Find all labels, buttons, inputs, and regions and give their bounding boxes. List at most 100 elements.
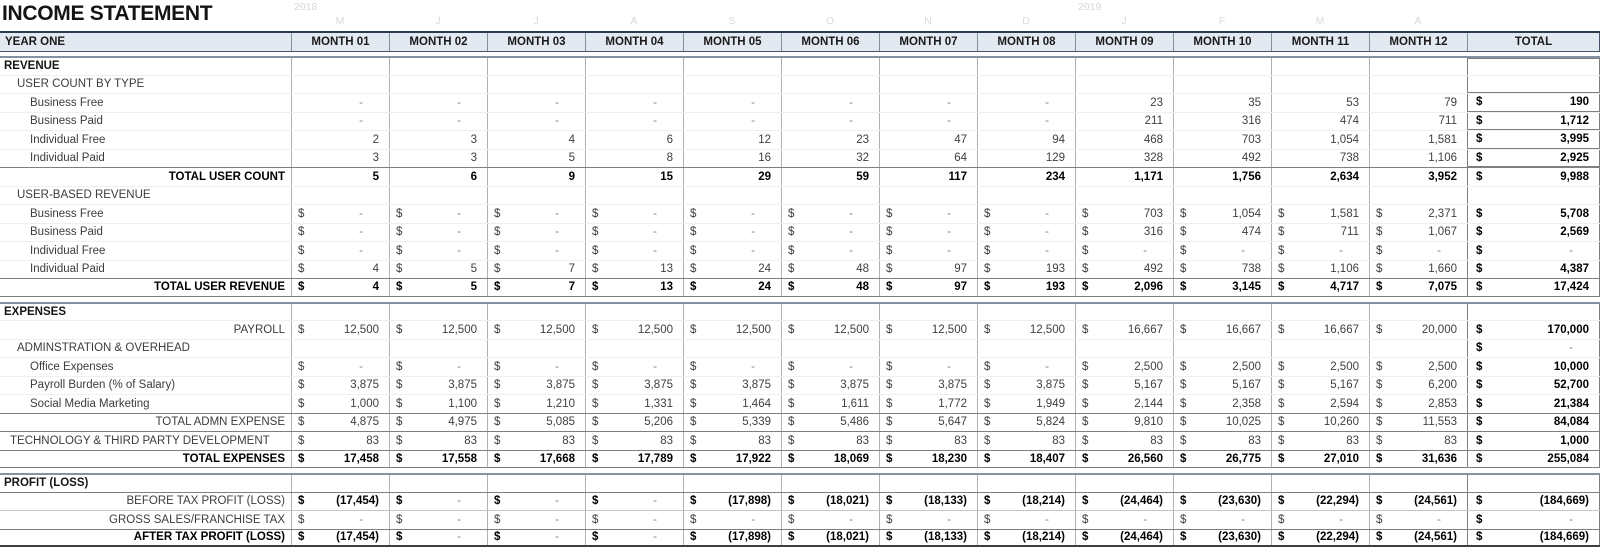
cell-month-6[interactable] <box>781 303 879 320</box>
cell-month-11[interactable] <box>1271 186 1369 204</box>
cell-month-11[interactable] <box>1271 303 1369 320</box>
cell-month-9[interactable] <box>1075 339 1173 357</box>
cell-month-5[interactable]: $24 <box>683 279 781 296</box>
cell-month-11[interactable]: $ (22,294) <box>1271 492 1369 510</box>
cell-month-4[interactable]: 6 <box>585 131 683 149</box>
row-label[interactable]: TOTAL ADMN EXPENSE <box>155 416 285 429</box>
cell-month-11[interactable]: $ - <box>1271 511 1369 529</box>
cell-month-6[interactable]: $83 <box>781 432 879 450</box>
cell-month-4[interactable]: $13 <box>585 279 683 296</box>
row-label[interactable]: PAYROLL <box>233 323 285 336</box>
row-label[interactable]: Individual Paid <box>30 152 105 165</box>
cell-month-8[interactable]: $5,824 <box>977 413 1075 431</box>
cell-month-8[interactable]: $ (18,214) <box>977 492 1075 510</box>
cell-month-12[interactable]: $ (24,561) <box>1369 492 1467 510</box>
cell-month-3[interactable]: 4 <box>487 131 585 149</box>
cell-month-11[interactable] <box>1271 75 1369 93</box>
row-label[interactable]: Payroll Burden (% of Salary) <box>30 379 176 392</box>
cell-month-12[interactable]: 3,952 <box>1369 168 1467 186</box>
cell-month-12[interactable] <box>1369 58 1467 75</box>
cell-month-11[interactable]: $2,594 <box>1271 395 1369 413</box>
cell-total[interactable]: $170,000 <box>1467 321 1600 339</box>
cell-month-9[interactable]: $ - <box>1075 511 1173 529</box>
cell-month-5[interactable]: $ - <box>683 358 781 376</box>
cell-month-2[interactable]: - <box>389 94 487 112</box>
column-header-month-6[interactable]: MONTH 06 <box>781 33 879 51</box>
cell-month-3[interactable]: $ - <box>487 242 585 260</box>
row-label[interactable]: USER-BASED REVENUE <box>17 189 151 202</box>
cell-month-1[interactable]: $ - <box>291 223 389 241</box>
column-header-total[interactable]: TOTAL <box>1467 33 1600 51</box>
cell-total[interactable] <box>1467 58 1600 75</box>
cell-month-7[interactable]: $5,647 <box>879 413 977 431</box>
cell-month-8[interactable]: $12,500 <box>977 321 1075 339</box>
cell-month-3[interactable]: $3,875 <box>487 376 585 394</box>
cell-month-7[interactable]: - <box>879 112 977 130</box>
cell-month-9[interactable]: $2,144 <box>1075 395 1173 413</box>
column-header-month-1[interactable]: MONTH 01 <box>291 33 389 51</box>
cell-month-9[interactable]: $703 <box>1075 205 1173 223</box>
cell-month-12[interactable]: $1,660 <box>1369 260 1467 278</box>
cell-month-11[interactable]: $5,167 <box>1271 376 1369 394</box>
cell-month-4[interactable]: $ - <box>585 205 683 223</box>
cell-month-11[interactable]: $1,581 <box>1271 205 1369 223</box>
cell-month-1[interactable] <box>291 303 389 320</box>
cell-month-8[interactable]: $ - <box>977 223 1075 241</box>
cell-month-1[interactable] <box>291 339 389 357</box>
cell-month-5[interactable] <box>683 75 781 93</box>
year-one-header[interactable]: YEAR ONE <box>0 33 291 51</box>
cell-total[interactable] <box>1467 303 1600 320</box>
cell-total[interactable]: $52,700 <box>1467 376 1600 394</box>
cell-month-7[interactable] <box>879 186 977 204</box>
cell-month-9[interactable]: $2,096 <box>1075 279 1173 296</box>
cell-month-2[interactable] <box>389 339 487 357</box>
row-label[interactable]: TOTAL USER COUNT <box>168 170 285 183</box>
cell-total[interactable]: $190 <box>1467 94 1600 112</box>
cell-month-6[interactable]: 23 <box>781 131 879 149</box>
cell-month-1[interactable]: $4 <box>291 260 389 278</box>
cell-total[interactable]: $ (184,669) <box>1467 492 1600 510</box>
cell-total[interactable]: $1,000 <box>1467 432 1600 450</box>
cell-month-6[interactable]: $18,069 <box>781 450 879 467</box>
cell-month-5[interactable]: 16 <box>683 149 781 167</box>
row-label[interactable]: ADMINSTRATION & OVERHEAD <box>17 342 190 355</box>
cell-month-6[interactable]: - <box>781 94 879 112</box>
cell-month-8[interactable]: $83 <box>977 432 1075 450</box>
cell-month-6[interactable]: $ - <box>781 205 879 223</box>
cell-month-12[interactable] <box>1369 339 1467 357</box>
cell-month-8[interactable]: 234 <box>977 168 1075 186</box>
cell-month-10[interactable] <box>1173 58 1271 75</box>
cell-month-11[interactable]: $27,010 <box>1271 450 1369 467</box>
cell-month-4[interactable]: $ - <box>585 242 683 260</box>
row-label[interactable]: GROSS SALES/FRANCHISE TAX <box>109 513 285 526</box>
cell-month-4[interactable]: $1,331 <box>585 395 683 413</box>
cell-month-11[interactable]: 1,054 <box>1271 131 1369 149</box>
cell-month-2[interactable] <box>389 475 487 492</box>
cell-month-11[interactable]: 2,634 <box>1271 168 1369 186</box>
cell-month-4[interactable]: $ - <box>585 223 683 241</box>
cell-month-7[interactable]: 47 <box>879 131 977 149</box>
cell-month-10[interactable]: $5,167 <box>1173 376 1271 394</box>
cell-month-5[interactable]: $ - <box>683 205 781 223</box>
cell-month-4[interactable]: $12,500 <box>585 321 683 339</box>
cell-month-10[interactable]: $ - <box>1173 511 1271 529</box>
cell-month-4[interactable]: $13 <box>585 260 683 278</box>
cell-month-10[interactable]: $83 <box>1173 432 1271 450</box>
cell-month-7[interactable] <box>879 339 977 357</box>
row-label[interactable]: TOTAL EXPENSES <box>182 452 285 465</box>
cell-month-12[interactable]: $1,067 <box>1369 223 1467 241</box>
cell-month-10[interactable]: 1,756 <box>1173 168 1271 186</box>
cell-month-11[interactable]: 738 <box>1271 149 1369 167</box>
cell-month-2[interactable] <box>389 58 487 75</box>
cell-month-3[interactable]: $ - <box>487 358 585 376</box>
cell-month-7[interactable] <box>879 303 977 320</box>
cell-month-9[interactable]: $26,560 <box>1075 450 1173 467</box>
cell-month-4[interactable]: $5,206 <box>585 413 683 431</box>
cell-month-3[interactable] <box>487 303 585 320</box>
cell-month-10[interactable]: $16,667 <box>1173 321 1271 339</box>
cell-month-8[interactable]: $ - <box>977 511 1075 529</box>
cell-month-4[interactable]: - <box>585 94 683 112</box>
cell-month-2[interactable]: $ - <box>389 358 487 376</box>
cell-month-8[interactable] <box>977 339 1075 357</box>
cell-month-1[interactable]: $12,500 <box>291 321 389 339</box>
